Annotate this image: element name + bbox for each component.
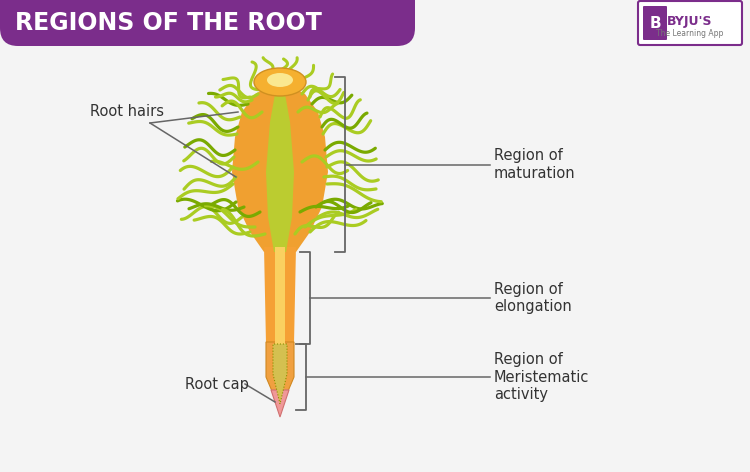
- Text: Region of
elongation: Region of elongation: [494, 282, 572, 314]
- Ellipse shape: [267, 73, 293, 87]
- Polygon shape: [266, 90, 294, 252]
- Polygon shape: [264, 247, 296, 344]
- Polygon shape: [266, 342, 294, 410]
- Polygon shape: [0, 0, 415, 28]
- Text: REGIONS OF THE ROOT: REGIONS OF THE ROOT: [15, 11, 322, 35]
- Text: B: B: [650, 16, 661, 31]
- Polygon shape: [273, 344, 287, 404]
- Polygon shape: [275, 247, 285, 344]
- Text: BYJU'S: BYJU'S: [668, 16, 712, 28]
- Text: Root hairs: Root hairs: [90, 104, 164, 119]
- Text: The Learning App: The Learning App: [656, 28, 724, 37]
- FancyBboxPatch shape: [0, 0, 415, 46]
- FancyBboxPatch shape: [643, 6, 667, 40]
- Polygon shape: [271, 390, 289, 417]
- Text: Root cap: Root cap: [185, 377, 249, 391]
- Text: Region of
maturation: Region of maturation: [494, 148, 576, 181]
- FancyBboxPatch shape: [638, 1, 742, 45]
- Ellipse shape: [254, 68, 306, 96]
- Polygon shape: [232, 84, 328, 252]
- Text: Region of
Meristematic
activity: Region of Meristematic activity: [494, 352, 590, 402]
